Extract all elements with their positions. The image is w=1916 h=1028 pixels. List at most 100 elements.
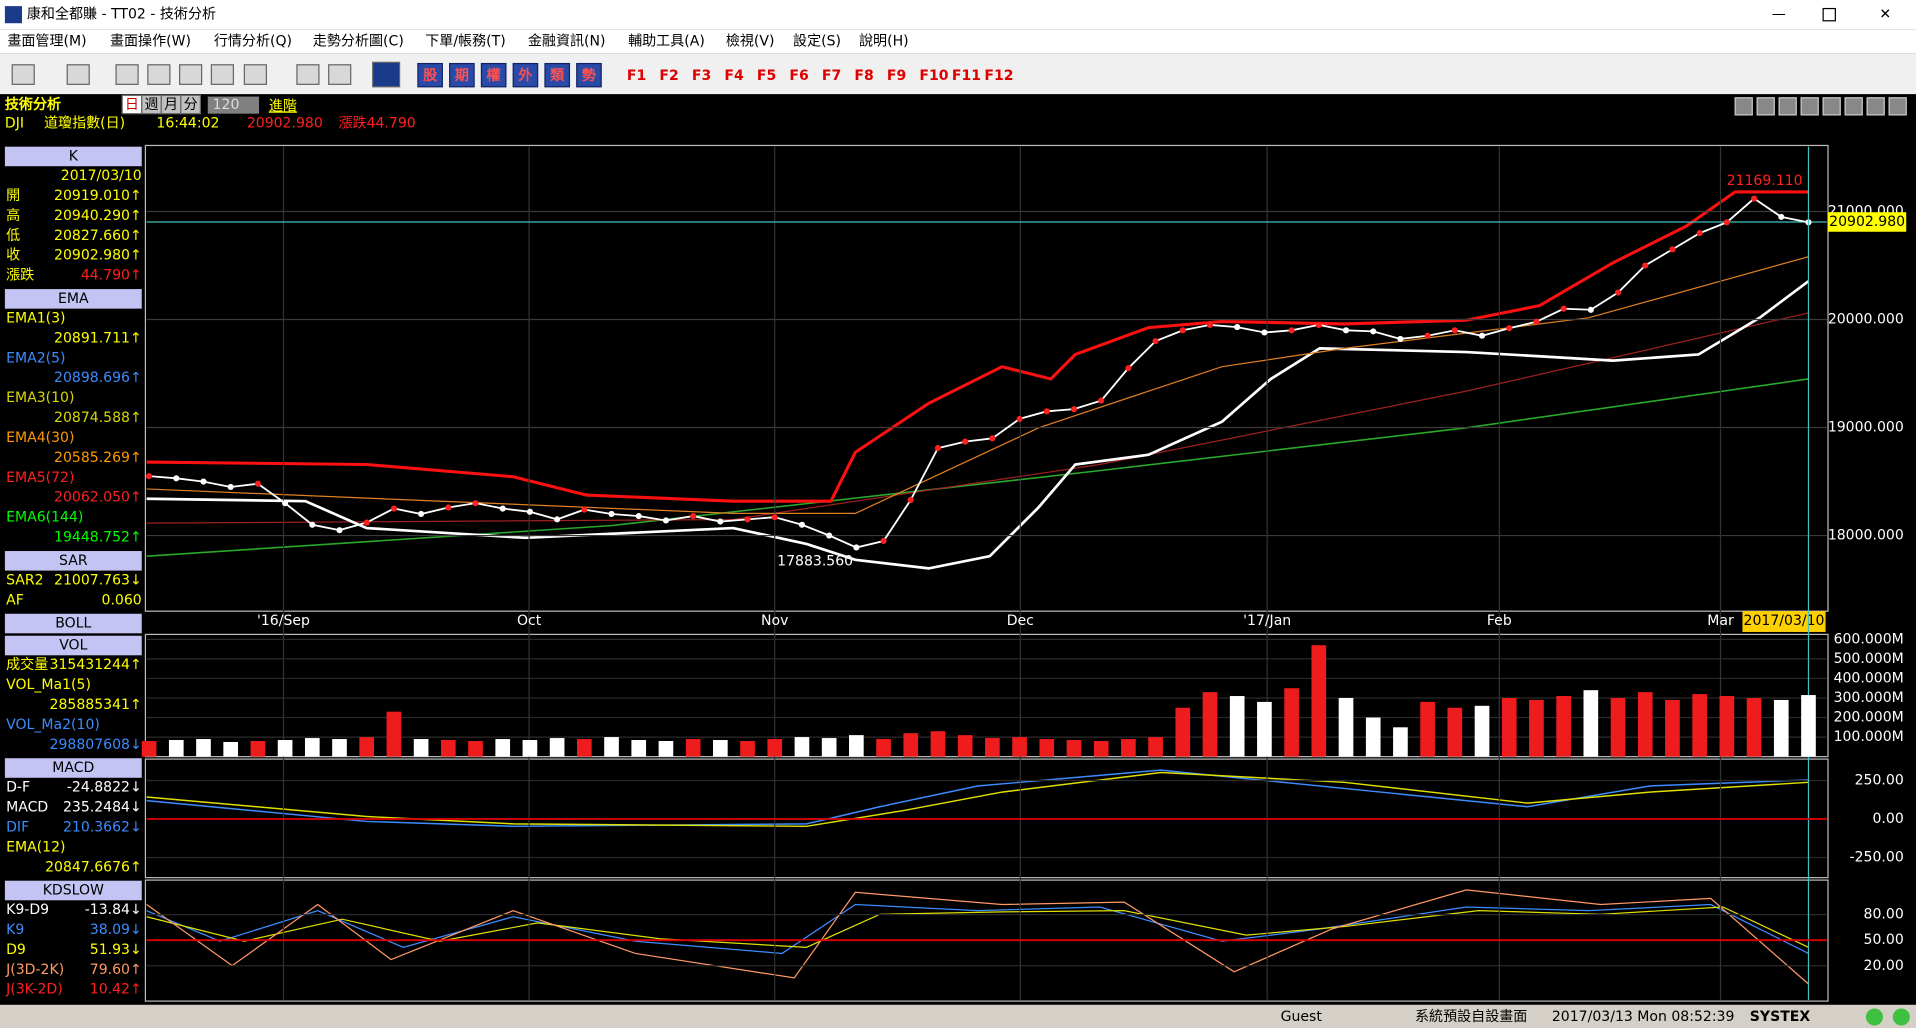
function-key[interactable]: F9: [887, 68, 906, 84]
y-tick-label: 400.000M: [1834, 670, 1904, 686]
row-label: EMA3(10): [6, 390, 74, 406]
function-key[interactable]: F5: [757, 68, 776, 84]
function-key[interactable]: F7: [822, 68, 841, 84]
menu-item[interactable]: 行情分析(Q): [214, 34, 292, 50]
price-line: [149, 197, 1809, 549]
tool-icon[interactable]: [296, 64, 320, 85]
tool-icon[interactable]: [1800, 97, 1819, 116]
kd-line: [146, 903, 1809, 955]
row-label: K9: [6, 922, 24, 938]
section-title: K: [69, 148, 79, 164]
volume-bar: [957, 735, 973, 757]
macd-frame: [144, 758, 1829, 879]
function-key[interactable]: F2: [659, 68, 678, 84]
tool-icon[interactable]: [1888, 97, 1907, 116]
volume-bar: [1066, 740, 1082, 757]
tool-icon[interactable]: [1778, 97, 1797, 116]
price-point: [880, 537, 887, 545]
period-label: 月: [164, 97, 178, 113]
tool-icon[interactable]: [328, 64, 352, 85]
tool-icon[interactable]: [11, 64, 35, 85]
close[interactable]: ✕: [1879, 7, 1891, 23]
macd-line: [146, 771, 1809, 828]
row-label: SAR2: [6, 572, 43, 588]
price-point: [771, 514, 778, 521]
tool-icon[interactable]: [147, 64, 171, 85]
quote-button[interactable]: [449, 62, 475, 88]
menu-item[interactable]: 金融資訊(N): [528, 34, 606, 50]
function-key[interactable]: F12: [984, 68, 1013, 84]
price-point: [1234, 324, 1241, 331]
volume-bar: [1529, 699, 1544, 757]
row-value: 38.09↓: [90, 922, 142, 938]
function-key[interactable]: F11: [952, 68, 981, 84]
status-indicator: [1892, 1008, 1910, 1026]
status-indicator: [1865, 1008, 1884, 1026]
minimize[interactable]: —: [1772, 7, 1786, 23]
menu-item[interactable]: 畫面管理(M): [7, 34, 86, 50]
volume-bar: [1420, 701, 1435, 757]
x-tick-label: Oct: [517, 613, 542, 629]
menu-item[interactable]: 設定(S): [793, 34, 841, 50]
volume-bar: [604, 737, 619, 757]
quote-button[interactable]: [480, 62, 507, 88]
price-point: [989, 435, 996, 442]
menu-item[interactable]: 畫面操作(W): [110, 34, 191, 50]
price-point: [1152, 338, 1159, 345]
tool-icon[interactable]: [115, 64, 139, 85]
price-point: [1778, 213, 1785, 220]
price-point: [1669, 246, 1676, 253]
tool-icon[interactable]: [1844, 97, 1863, 116]
price-point: [907, 496, 914, 503]
y-tick-label: 300.000M: [1834, 690, 1904, 706]
menu-item[interactable]: 下單/帳務(T): [425, 34, 505, 50]
row-label: J(3D-2K): [5, 962, 64, 978]
function-key[interactable]: F1: [627, 68, 646, 84]
quote-button[interactable]: [512, 62, 539, 88]
price-point: [499, 505, 506, 512]
tool-icon[interactable]: [179, 64, 203, 85]
tool-icon[interactable]: [210, 64, 235, 85]
period-tab[interactable]: [180, 94, 202, 115]
function-key[interactable]: F10: [919, 68, 948, 84]
annotation: 21169.110: [1727, 173, 1803, 189]
tool-icon[interactable]: [243, 64, 267, 85]
advanced-link[interactable]: 進階: [269, 98, 297, 114]
volume-bar: [495, 739, 511, 757]
tool-icon[interactable]: [1756, 97, 1775, 116]
ema-line: [146, 312, 1809, 524]
quote-button[interactable]: [576, 62, 602, 88]
tool-icon[interactable]: [1734, 97, 1753, 116]
quote-label: 股: [423, 68, 438, 84]
price-point: [1587, 306, 1594, 313]
row-value: 44.790↑: [81, 268, 142, 284]
row-value: 10.42↑: [90, 982, 142, 998]
function-key[interactable]: F6: [789, 68, 809, 84]
function-key[interactable]: F8: [854, 68, 873, 84]
volume-bar: [849, 735, 864, 757]
tool-icon[interactable]: [372, 61, 401, 88]
quote-button[interactable]: [544, 62, 571, 88]
function-key[interactable]: F4: [724, 68, 744, 84]
function-key[interactable]: F3: [692, 68, 711, 84]
quote-button[interactable]: [417, 62, 443, 88]
volume-bar: [386, 711, 402, 757]
menu-item[interactable]: 檢視(V): [726, 33, 775, 50]
section-title: KDSLOW: [43, 882, 104, 898]
row-value: 20919.010↑: [54, 188, 142, 204]
volume-bar: [821, 738, 837, 757]
menu-item[interactable]: 走勢分析圖(C): [313, 34, 404, 50]
tool-icon[interactable]: [66, 64, 90, 85]
row-value: 285885341↑: [50, 697, 142, 713]
menu-item[interactable]: 輔助工具(A): [628, 34, 705, 50]
tool-icon[interactable]: [1866, 97, 1885, 116]
count-dropdown[interactable]: [207, 96, 260, 114]
tool-icon[interactable]: [1822, 97, 1841, 116]
volume-bar: [1012, 737, 1027, 757]
row-label: 開: [6, 188, 20, 204]
maximize[interactable]: [1822, 7, 1836, 22]
menu-item[interactable]: 說明(H): [859, 33, 909, 50]
x-tick-label: Mar: [1707, 613, 1734, 629]
